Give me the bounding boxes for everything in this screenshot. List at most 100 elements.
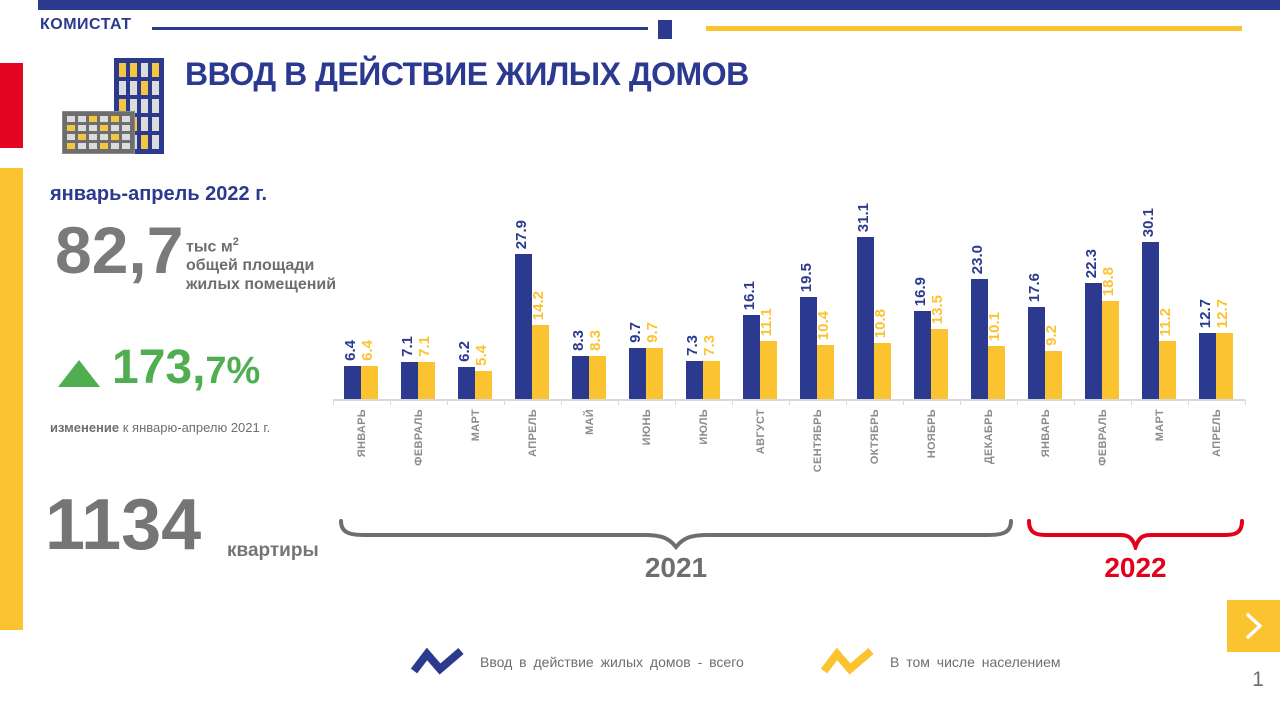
building-window (130, 81, 137, 95)
bar-value-label: 9.2 (1043, 325, 1060, 346)
bar-value-label: 10.1 (986, 311, 1003, 341)
apartments-count: 1134 (45, 485, 202, 565)
bar-population (475, 371, 492, 399)
month-axis-label: НОЯБРЬ (925, 409, 938, 459)
next-slide-button[interactable] (1227, 600, 1280, 652)
month-axis-label: АВГУСТ (754, 409, 767, 455)
month-axis-label: ЯНВАРЬ (1039, 409, 1052, 458)
year-label-2022: 2022 (1104, 552, 1167, 583)
axis-tick (1017, 400, 1018, 405)
bar-total (1142, 242, 1159, 399)
apartments-label: квартиры (227, 540, 319, 561)
building-window (67, 134, 75, 140)
axis-tick (1074, 400, 1075, 405)
bar-total (515, 254, 532, 399)
month-axis-label: МАЙ (583, 409, 596, 435)
bar-population (760, 341, 777, 399)
unit-line3: жилых помещений (186, 276, 337, 294)
bar-total (401, 362, 418, 399)
bar-population (703, 361, 720, 399)
bar-group: 17.6 9.2 ЯНВАРЬ (1017, 190, 1074, 457)
building-window (111, 116, 119, 122)
bar-population (1216, 333, 1233, 399)
building-window (100, 125, 108, 131)
bar-group: 19.5 10.4 СЕНТЯБРЬ (789, 190, 846, 472)
bar-value-label: 7.1 (416, 336, 433, 357)
axis-tick (846, 400, 847, 405)
blue-zigzag-icon (410, 647, 464, 675)
building-window (152, 135, 159, 149)
building-window (122, 143, 130, 149)
total-area-value: 82,7 (55, 213, 184, 287)
unit-line2: общей площади (186, 257, 315, 275)
building-window (152, 63, 159, 77)
building-window (119, 63, 126, 77)
bar-value-label: 11.1 (758, 307, 775, 336)
axis-tick (789, 400, 790, 405)
bar-value-label: 19.5 (798, 262, 815, 292)
bar-population (646, 348, 663, 399)
bar-total (1028, 307, 1045, 399)
axis-tick (618, 400, 619, 405)
month-axis-label: ФЕВРАЛЬ (1096, 409, 1109, 466)
month-axis-label: ЯНВАРЬ (355, 409, 368, 458)
building-window (141, 117, 148, 131)
bar-value-label: 8.3 (570, 330, 587, 351)
building-window (111, 143, 119, 149)
building-window (100, 143, 108, 149)
axis-tick (504, 400, 505, 405)
bar-total (857, 237, 874, 399)
header-blue-line (152, 27, 648, 30)
bar-value-label: 23.0 (969, 244, 986, 274)
legend-item-total: Ввод в действие жилых домов - всего (410, 646, 744, 678)
brace-2022 (1026, 518, 1245, 554)
bar-value-label: 6.4 (359, 340, 376, 361)
unit-main: тыс м (186, 238, 233, 256)
buildings-icon (62, 58, 164, 154)
bar-group: 9.7 9.7 ИЮНЬ (618, 190, 675, 445)
month-axis-label: СЕНТЯБРЬ (811, 409, 824, 473)
month-axis-label: ИЮЛЬ (697, 409, 710, 445)
legend-label-population: В том числе населением (890, 654, 1061, 670)
bar-population (418, 362, 435, 399)
bar-population (931, 329, 948, 399)
month-axis-label: ИЮНЬ (640, 409, 653, 446)
building-window (122, 125, 130, 131)
building-window (89, 134, 97, 140)
bar-value-label: 10.4 (815, 310, 832, 340)
bar-total (629, 348, 646, 399)
bar-group: 7.1 7.1 ФЕВРАЛЬ (390, 190, 447, 466)
bar-value-label: 17.6 (1026, 272, 1043, 302)
brand-logo-text: КОМИСТАТ (40, 16, 132, 33)
bar-total (572, 356, 589, 399)
bar-total (344, 366, 361, 399)
building-window (78, 125, 86, 131)
legend-label-total: Ввод в действие жилых домов - всего (480, 654, 744, 670)
building-window (67, 116, 75, 122)
building-window (78, 116, 86, 122)
unit-sup: 2 (232, 236, 239, 248)
bar-group: 8.3 8.3 МАЙ (561, 190, 618, 435)
bar-population (817, 345, 834, 399)
bar-value-label: 31.1 (855, 202, 872, 232)
change-percent: 173,7% (112, 341, 261, 394)
building-window (100, 134, 108, 140)
bar-population (532, 325, 549, 399)
bar-population (874, 343, 891, 399)
bar-population (988, 346, 1005, 399)
building-window (152, 81, 159, 95)
building-window (152, 99, 159, 113)
building-window (89, 143, 97, 149)
building-window (130, 99, 137, 113)
total-area-unit: тыс м2 общей площади жилых помещений (186, 236, 336, 295)
bar-value-label: 16.9 (912, 276, 929, 306)
bar-value-label: 18.8 (1100, 266, 1117, 296)
change-note: изменение к январю-апрелю 2021 г. (50, 420, 271, 435)
page-title: ВВОД В ДЕЙСТВИЕ ЖИЛЫХ ДОМОВ (185, 56, 749, 92)
year-label-2021: 2021 (644, 552, 708, 583)
month-axis-label: МАРТ (1153, 409, 1166, 442)
axis-tick (903, 400, 904, 405)
growth-triangle-icon (58, 360, 100, 387)
building-window (141, 99, 148, 113)
